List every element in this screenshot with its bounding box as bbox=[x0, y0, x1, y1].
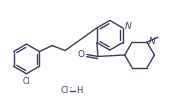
Text: Cl: Cl bbox=[23, 77, 30, 86]
Text: ⁻: ⁻ bbox=[68, 86, 72, 92]
Text: N: N bbox=[149, 37, 156, 46]
Text: N: N bbox=[125, 22, 131, 31]
Text: O: O bbox=[77, 50, 84, 59]
Text: Cl: Cl bbox=[60, 86, 68, 95]
Text: H: H bbox=[76, 86, 82, 95]
